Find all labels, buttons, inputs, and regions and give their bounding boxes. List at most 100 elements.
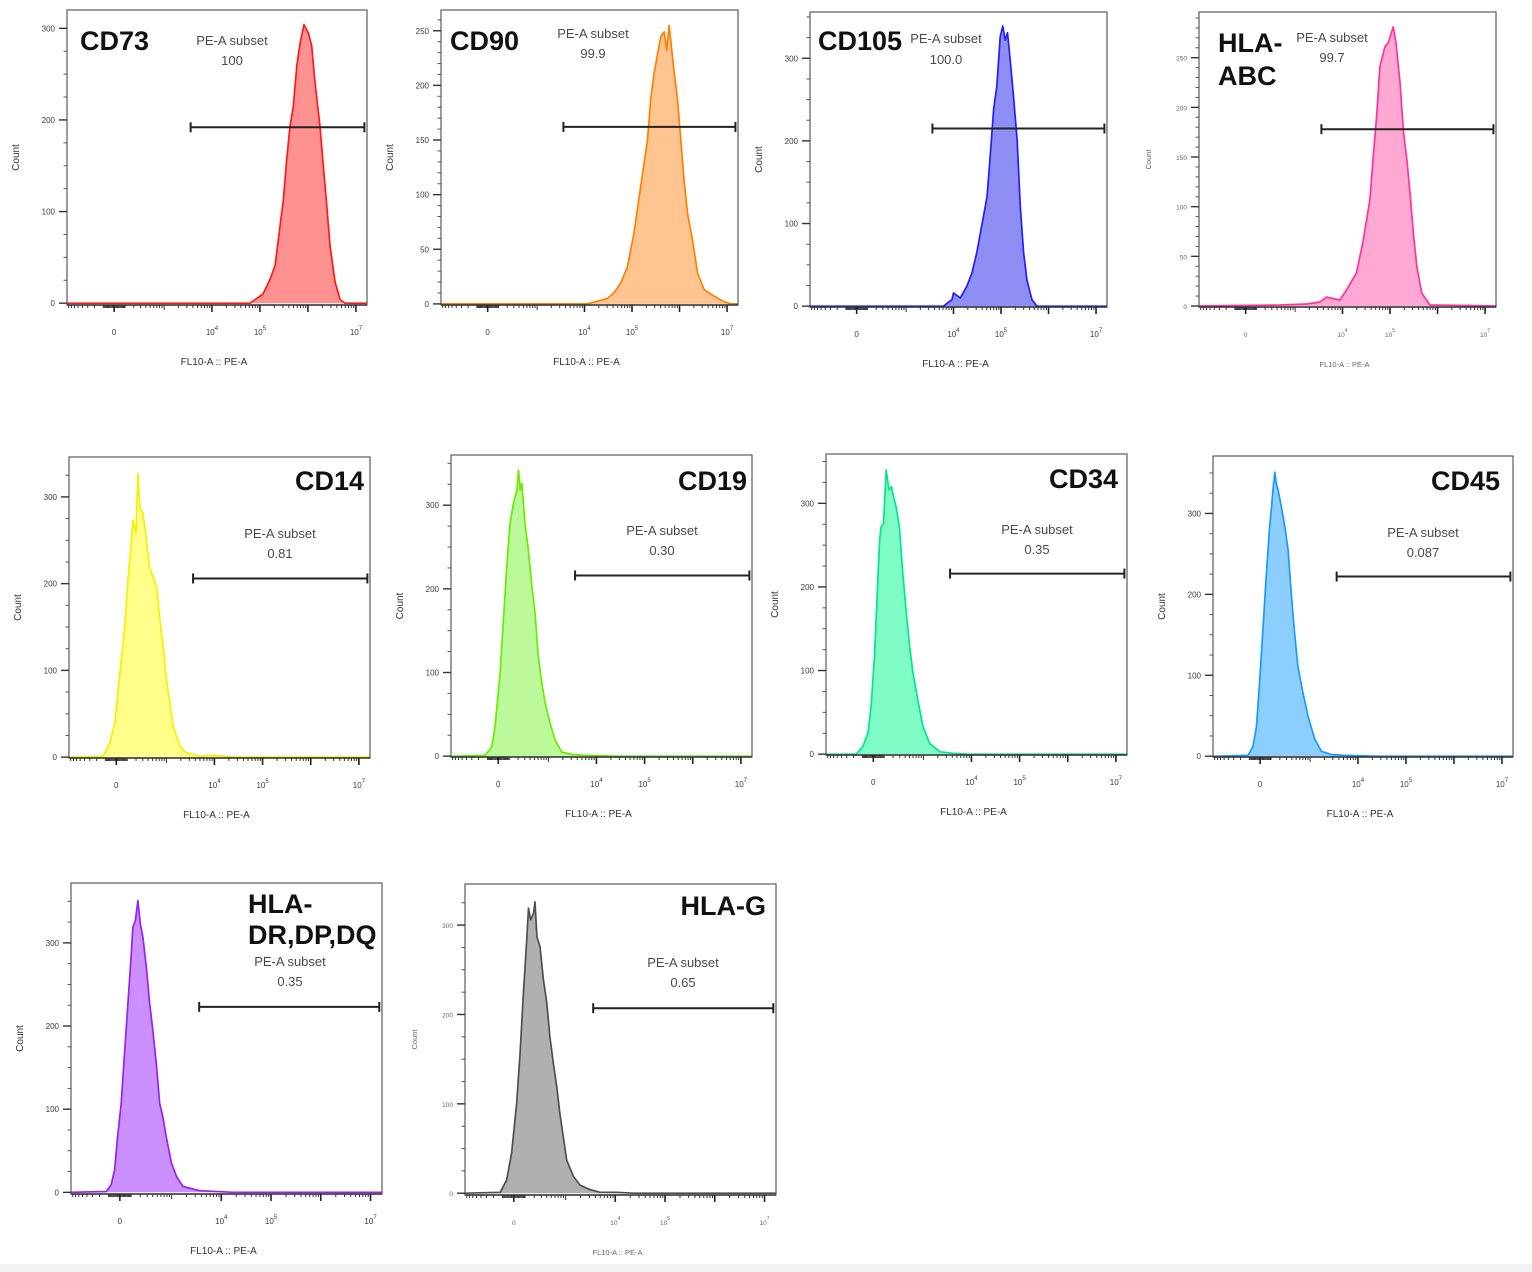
y-axis-label: Count <box>11 144 22 171</box>
y-tick-label: 200 <box>1176 105 1187 112</box>
marker-title: HLA-G <box>681 891 766 921</box>
y-tick-label: 300 <box>442 923 453 930</box>
gate-percentage: 0.81 <box>267 546 292 561</box>
histogram-area <box>1213 472 1513 757</box>
gate-marker <box>189 122 366 133</box>
marker-title: CD14 <box>295 466 364 496</box>
gate-label: PE-A subset <box>910 31 982 46</box>
x-tick-label-base: 10 <box>1090 330 1099 339</box>
x-tick-label: 105 <box>660 1216 670 1227</box>
y-tick-label: 100 <box>44 666 58 675</box>
x-tick-label: 105 <box>254 326 267 337</box>
x-tick-label-base: 10 <box>1110 778 1119 787</box>
x-tick-label-base: 10 <box>256 781 265 790</box>
marker-title: CD90 <box>450 26 519 56</box>
y-tick-label: 200 <box>426 585 440 594</box>
x-tick-label: 104 <box>947 328 960 339</box>
gate-label: PE-A subset <box>1001 522 1073 537</box>
gate-label: PE-A subset <box>196 33 268 48</box>
gate-label: PE-A subset <box>1387 525 1459 540</box>
y-tick-label: 300 <box>801 499 815 508</box>
x-axis-label: FL10-A :: PE-A <box>1327 809 1394 820</box>
gate-percentage: 0.30 <box>649 543 674 558</box>
y-tick-label: 100 <box>46 1105 60 1114</box>
y-tick-label: 0 <box>53 753 58 762</box>
x-tick-label-base: 10 <box>364 1217 373 1226</box>
x-axis-label: FL10-A :: PE-A <box>183 810 250 821</box>
x-tick-label-exponent: 5 <box>647 778 651 784</box>
footer-strip <box>0 1264 1532 1272</box>
x-axis-label: FL10-A :: PE-A <box>181 357 248 368</box>
gate-marker <box>1335 571 1512 582</box>
x-axis-label: FL10-A :: PE-A <box>922 359 989 370</box>
x-tick-label-base: 10 <box>660 1220 668 1227</box>
y-tick-label: 150 <box>1176 155 1187 162</box>
x-tick-label-base: 10 <box>1496 780 1505 789</box>
y-tick-label: 100 <box>1188 671 1202 680</box>
marker-title-line: HLA- <box>1218 28 1282 58</box>
x-tick-label: 104 <box>578 326 591 337</box>
x-tick-label: 104 <box>965 776 978 787</box>
x-tick-label: 0 <box>512 1220 516 1227</box>
y-axis-label: Count <box>770 591 781 618</box>
y-axis-label: Count <box>410 1029 419 1050</box>
x-tick-label-exponent: 4 <box>974 776 978 782</box>
y-tick-label: 0 <box>55 1188 60 1197</box>
x-tick-label: 107 <box>350 326 363 337</box>
marker-title-line: CD90 <box>450 26 519 56</box>
x-tick-label: 105 <box>638 778 651 789</box>
x-tick-label: 0 <box>485 328 490 337</box>
x-tick-label: 0 <box>114 781 119 790</box>
gate-percentage: 0.087 <box>1407 545 1440 560</box>
marker-title-line: CD19 <box>678 466 747 496</box>
x-tick-label-exponent: 4 <box>599 778 603 784</box>
x-tick-label: 104 <box>208 779 221 790</box>
gate-marker <box>949 568 1126 579</box>
gate-marker <box>592 1003 775 1014</box>
y-tick-label: 0 <box>810 750 815 759</box>
x-tick-label: 107 <box>1496 778 1509 789</box>
x-tick-label: 107 <box>1090 328 1103 339</box>
x-tick-label-base: 0 <box>485 328 490 337</box>
y-tick-label: 300 <box>785 54 799 63</box>
histogram-line <box>826 469 1127 755</box>
y-tick-label: 200 <box>46 1022 60 1031</box>
x-tick-label: 107 <box>760 1216 770 1227</box>
marker-title-line: HLA- <box>248 889 312 919</box>
x-tick-label-exponent: 4 <box>217 779 221 785</box>
histogram-area <box>451 470 752 757</box>
x-tick-label-exponent: 7 <box>359 326 363 332</box>
x-tick-label: 0 <box>1244 332 1248 339</box>
x-tick-label-exponent: 5 <box>1409 778 1413 784</box>
x-tick-label-exponent: 7 <box>1099 328 1103 334</box>
gate-percentage: 100.0 <box>930 52 963 67</box>
x-tick-label-base: 10 <box>353 781 362 790</box>
x-tick-label-exponent: 5 <box>1022 776 1026 782</box>
x-axis-label: FL10-A :: PE-A <box>190 1246 257 1257</box>
x-tick-label-exponent: 4 <box>215 326 219 332</box>
y-tick-label: 300 <box>46 939 60 948</box>
histogram-line <box>441 24 738 305</box>
y-tick-label: 300 <box>44 493 58 502</box>
x-tick-label-exponent: 5 <box>1004 328 1008 334</box>
x-tick-label: 107 <box>353 779 366 790</box>
marker-title-line: DR,DP,DQ <box>248 920 377 950</box>
x-tick-label: 105 <box>265 1215 278 1226</box>
x-tick-label-exponent: 7 <box>1119 776 1123 782</box>
x-tick-label: 104 <box>206 326 219 337</box>
marker-title: HLA-DR,DP,DQ <box>248 889 377 950</box>
histogram-line <box>71 899 382 1194</box>
x-tick-label-exponent: 7 <box>373 1215 377 1221</box>
x-tick-label-exponent: 5 <box>274 1215 278 1221</box>
y-tick-label: 50 <box>420 245 429 254</box>
gate-label: PE-A subset <box>557 26 629 41</box>
x-tick-label-base: 10 <box>610 1220 618 1227</box>
histogram-line <box>465 901 776 1195</box>
x-tick-label: 107 <box>735 778 748 789</box>
y-axis-label: Count <box>13 594 24 621</box>
marker-title: CD34 <box>1049 464 1118 494</box>
x-tick-label-base: 0 <box>854 330 859 339</box>
gate-marker <box>931 123 1106 134</box>
